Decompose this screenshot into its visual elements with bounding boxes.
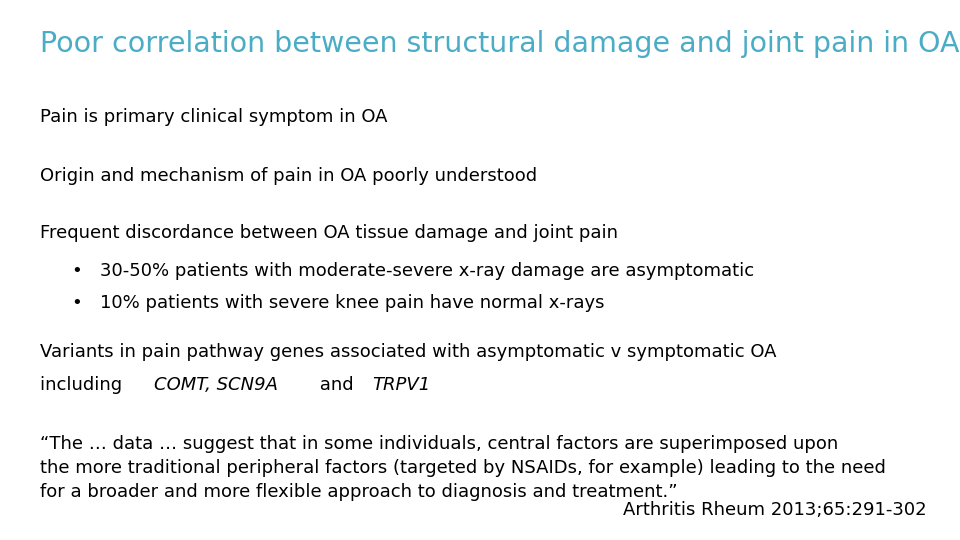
Text: Origin and mechanism of pain in OA poorly understood: Origin and mechanism of pain in OA poorl… (40, 167, 538, 185)
Text: Poor correlation between structural damage and joint pain in OA: Poor correlation between structural dama… (40, 30, 960, 58)
Text: Variants in pain pathway genes associated with asymptomatic v symptomatic OA: Variants in pain pathway genes associate… (40, 343, 777, 361)
Text: •   30-50% patients with moderate-severe x-ray damage are asymptomatic: • 30-50% patients with moderate-severe x… (72, 262, 755, 280)
Text: and: and (314, 376, 359, 394)
Text: Pain is primary clinical symptom in OA: Pain is primary clinical symptom in OA (40, 108, 388, 126)
Text: COMT, SCN9A: COMT, SCN9A (154, 376, 277, 394)
Text: TRPV1: TRPV1 (372, 376, 430, 394)
Text: •   10% patients with severe knee pain have normal x-rays: • 10% patients with severe knee pain hav… (72, 294, 605, 312)
Text: “The … data … suggest that in some individuals, central factors are superimposed: “The … data … suggest that in some indiv… (40, 435, 886, 501)
Text: including: including (40, 376, 129, 394)
Text: Arthritis Rheum 2013;65:291-302: Arthritis Rheum 2013;65:291-302 (623, 502, 926, 519)
Text: Frequent discordance between OA tissue damage and joint pain: Frequent discordance between OA tissue d… (40, 224, 618, 242)
